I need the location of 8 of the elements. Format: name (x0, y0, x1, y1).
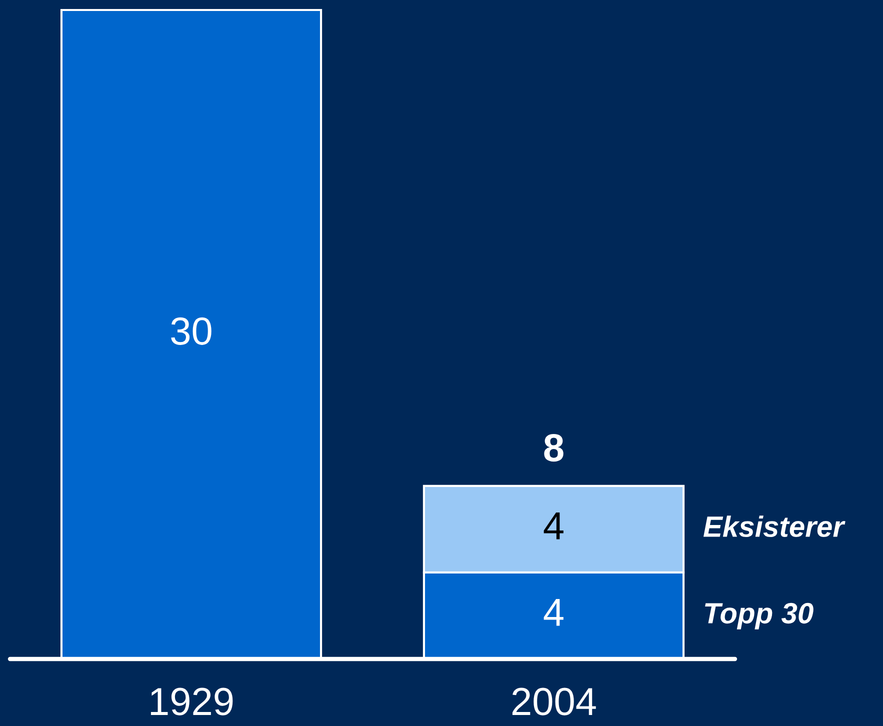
x-tick-label: 1929 (150, 688, 233, 716)
data-label: 4 (544, 512, 564, 540)
data-label: 30 (171, 317, 212, 345)
total-label: 8 (544, 434, 564, 462)
x-tick-label: 2004 (512, 688, 596, 716)
series-label: Eksisterer (703, 516, 846, 538)
data-label: 4 (544, 599, 564, 626)
series-label: Topp 30 (705, 602, 814, 630)
